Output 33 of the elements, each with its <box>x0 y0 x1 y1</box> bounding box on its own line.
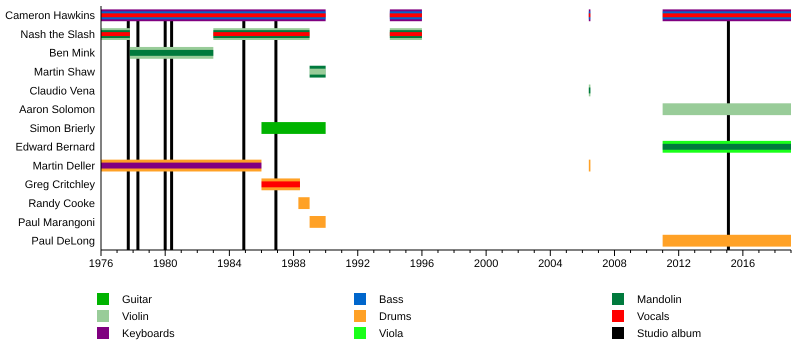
y-tick-label: Cameron Hawkins <box>5 10 96 22</box>
legend-label: Studio album <box>637 328 702 340</box>
x-tick-label: 1984 <box>217 258 242 270</box>
y-tick-label: Nash the Slash <box>20 28 95 41</box>
legend-label: Mandolin <box>637 294 682 306</box>
x-tick-label: 2012 <box>666 258 691 270</box>
legend-label: Vocals <box>637 310 670 323</box>
y-tick-label: Paul DeLong <box>31 236 95 248</box>
y-tick-label: Edward Bernard <box>16 142 95 154</box>
y-tick-label: Paul Marangoni <box>18 216 95 229</box>
legend-label: Drums <box>379 310 412 323</box>
y-tick-label: Ben Mink <box>49 48 96 60</box>
y-tick-label: Greg Critchley <box>24 179 96 192</box>
legend-label: Bass <box>379 294 404 306</box>
x-tick-label: 1992 <box>346 258 370 270</box>
x-tick-label: 1980 <box>152 258 178 270</box>
x-tick-label: 1988 <box>281 258 306 270</box>
legend-label: Keyboards <box>122 328 176 340</box>
x-tick-label: 1976 <box>88 258 114 270</box>
legend-label: Violin <box>122 310 149 323</box>
y-tick-label: Martin Shaw <box>34 66 96 78</box>
y-tick-label: Randy Cooke <box>28 198 95 210</box>
x-tick-label: 2004 <box>538 258 563 270</box>
y-tick-label: Aaron Solomon <box>19 104 95 116</box>
x-tick-label: 2000 <box>474 258 498 270</box>
y-tick-label: Claudio Vena <box>30 85 96 98</box>
legend-label: Guitar <box>122 294 152 306</box>
x-tick-label: 2008 <box>602 258 627 270</box>
x-tick-label: 1996 <box>410 258 434 270</box>
y-tick-label: Simon Brierly <box>30 122 96 135</box>
y-tick-label: Martin Deller <box>32 160 96 172</box>
legend-label: Viola <box>379 328 404 340</box>
x-tick-label: 2016 <box>730 258 756 270</box>
